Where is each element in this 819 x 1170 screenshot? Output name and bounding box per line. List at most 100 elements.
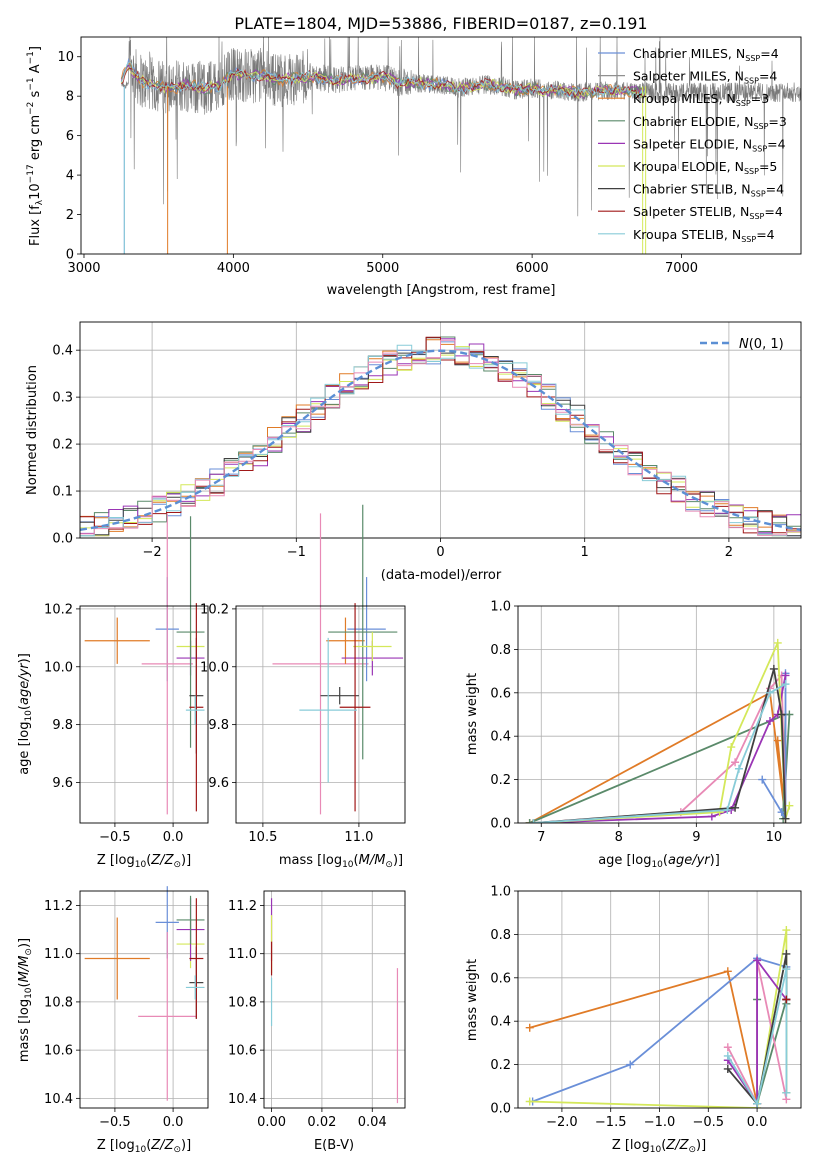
y-axis-label: age [log10(age/yr)] (17, 653, 34, 775)
legend-entry: Chabrier STELIB, NSSP=4 (633, 182, 784, 199)
x-tick-label: −0.5 (693, 1115, 725, 1130)
y-tick-label: 0 (66, 248, 74, 263)
y-tick-label: 0.0 (52, 532, 73, 547)
mass-vs-reddening-axes: 0.00 0.02 0.04 10.4 10.6 10.8 11.0 11.2 E(B-V) (228, 890, 406, 1153)
weight-marker (525, 1023, 534, 1032)
x-axis-label: (data-model)/error (381, 568, 502, 583)
x-tick-label: 5000 (366, 261, 399, 276)
x-tick-label: −2.0 (546, 1115, 578, 1130)
y-tick-label: 10.4 (44, 1092, 73, 1107)
x-axis-label: Z [log10(Z/Z⊙)] (97, 1138, 191, 1155)
y-tick-label: 10.2 (200, 602, 229, 617)
x-tick-label: −0.5 (99, 1115, 131, 1130)
x-tick-label: 0.02 (307, 1115, 336, 1130)
y-tick-label: 0.2 (490, 1058, 511, 1073)
y-tick-label: 0.2 (52, 438, 73, 453)
x-axis-label: Z [log10(Z/Z⊙)] (97, 853, 191, 870)
y-tick-label: 8 (66, 90, 74, 105)
x-tick-label: 0.04 (358, 1115, 387, 1130)
x-tick-label: 0 (436, 545, 444, 560)
y-tick-label: 0.3 (52, 391, 73, 406)
age-vs-mass-axes: 10.5 11.0 9.6 9.8 10.0 10.2 mass [log10(M/M⊙)] (200, 504, 406, 870)
weight-marker (782, 949, 791, 958)
normal-curve (80, 349, 801, 531)
figure-title: PLATE=1804, MJD=53886, FIBERID=0187, z=0… (234, 14, 647, 33)
x-tick-label: 10 (766, 830, 783, 845)
weight-marker (781, 671, 790, 680)
weight-line (529, 691, 787, 823)
legend-entry: Salpeter ELODIE, NSSP=4 (633, 136, 786, 153)
x-tick-label: 2 (725, 545, 733, 560)
legend-entry: Salpeter STELIB, NSSP=4 (633, 204, 783, 221)
weight-marker (731, 803, 740, 812)
x-tick-label: 8 (615, 830, 623, 845)
age-vs-metallicity-axes: −0.5 0.0 9.6 9.8 10.0 10.2 Z [log10(Z/Z⊙)] age … (17, 513, 209, 870)
x-tick-label: 4000 (217, 261, 250, 276)
axes-frame (79, 890, 209, 1109)
legend-entry: Salpeter MILES, NSSP=4 (633, 69, 777, 86)
y-tick-label: 10.0 (44, 660, 73, 675)
x-tick-label: 0.0 (163, 830, 184, 845)
weight-marker (529, 819, 538, 823)
legend-entry: N(0, 1) (739, 337, 784, 352)
x-tick-label: −1.5 (595, 1115, 627, 1130)
y-tick-label: 10.4 (228, 1092, 257, 1107)
y-tick-label: 1.0 (490, 885, 511, 900)
weight-marker (723, 967, 732, 976)
axes-frame (517, 605, 802, 824)
y-tick-label: 0.2 (490, 773, 511, 788)
weight-marker (707, 812, 716, 821)
residual-histogram-axes: −2 −1 0 1 2 0.0 0.1 0.2 0.3 0.4 Normed distributio… (25, 321, 802, 583)
weight-marker (777, 808, 786, 817)
y-tick-label: 0.0 (490, 1102, 511, 1117)
y-tick-label: 0.4 (490, 730, 511, 745)
spectrum-plot (120, 37, 801, 254)
weight-marker (525, 819, 534, 823)
weight-marker (525, 1097, 534, 1106)
weight-marker (773, 638, 782, 647)
weight-lines (525, 638, 794, 823)
y-tick-label: 10 (57, 50, 74, 65)
legend-entry: Chabrier MILES, NSSP=4 (633, 46, 779, 63)
mass-vs-metallicity-axes: −0.5 0.0 10.4 10.6 10.8 11.0 11.2 Z [log10(Z/Z⊙… (17, 886, 209, 1155)
x-tick-label: 9 (692, 830, 700, 845)
legend-entry: Kroupa ELODIE, NSSP=5 (633, 159, 777, 176)
y-tick-label: 10.2 (44, 602, 73, 617)
weight-marker (782, 965, 791, 974)
y-tick-label: 11.0 (228, 947, 257, 962)
x-axis-label: mass [log10(M/M⊙)] (279, 853, 403, 870)
x-tick-label: 0.00 (257, 1115, 286, 1130)
weight-line (727, 957, 788, 1107)
y-tick-label: 10.6 (44, 1044, 73, 1059)
weight-marker (781, 814, 790, 823)
x-tick-label: 0.0 (163, 1115, 184, 1130)
spectrum-axes: 3000 4000 5000 6000 7000 0 2 4 6 8 10 Flux [fλ10−17… (26, 36, 802, 298)
y-tick-label: 0.0 (490, 817, 511, 832)
weight-marker (782, 995, 791, 1004)
weight-marker (773, 736, 782, 745)
weight-line (533, 642, 791, 823)
y-tick-label: 9.6 (208, 776, 229, 791)
weight-marker (753, 956, 762, 965)
mass-weight-vs-age-axes: 7 8 9 10 0.0 0.2 0.4 0.6 0.8 1.0 age [log10(age/yr… (465, 600, 802, 870)
y-tick-label: 10.8 (228, 995, 257, 1010)
weight-line (761, 673, 787, 822)
x-tick-label: 7000 (665, 261, 698, 276)
mass-weight-vs-metallicity-axes: −2.0 −1.5 −1.0 −0.5 0.0 0.0 0.2 0.4 0.6 0.8 1.0 Z [… (465, 885, 802, 1155)
y-tick-label: 0.6 (490, 686, 511, 701)
x-tick-label: 6000 (516, 261, 549, 276)
x-tick-label: −2 (143, 545, 162, 560)
y-tick-label: 4 (66, 169, 74, 184)
axes-frame (235, 605, 406, 824)
weight-marker (765, 688, 774, 697)
axes-frame (79, 605, 209, 824)
x-tick-label: −1.0 (644, 1115, 676, 1130)
weight-marker (723, 1043, 732, 1052)
weight-marker (785, 710, 794, 719)
x-axis-label: Z [log10(Z/Z⊙)] (612, 1138, 706, 1155)
axes-frame (517, 890, 802, 1109)
x-tick-label: 1 (581, 545, 589, 560)
weight-marker (781, 680, 790, 689)
weight-marker (723, 805, 732, 814)
y-tick-label: 11.2 (44, 899, 73, 914)
